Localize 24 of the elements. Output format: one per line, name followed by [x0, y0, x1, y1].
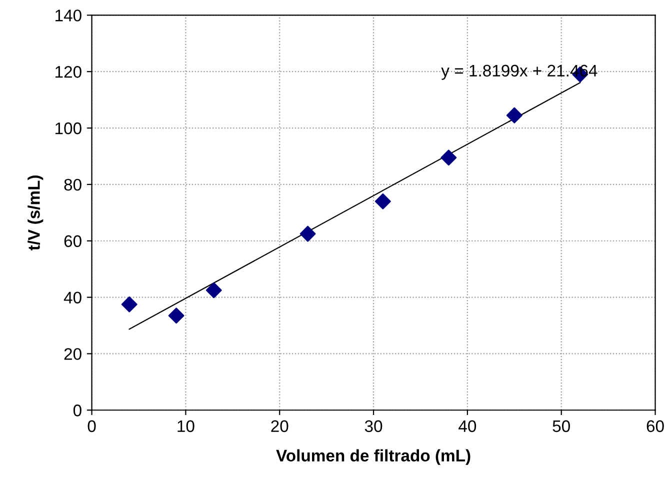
y-tick-label: 0	[73, 404, 82, 416]
point	[168, 308, 184, 324]
y-tick-label: 120	[56, 66, 82, 78]
y-tick-label: 80	[64, 178, 82, 191]
point	[121, 296, 138, 312]
y-tick-label: 140	[56, 10, 82, 22]
y-tick-label: 20	[64, 348, 82, 360]
point	[506, 107, 522, 124]
point	[440, 150, 457, 166]
y-axis-title: t/V (s/mL)	[28, 176, 44, 250]
x-axis-title: Volumen de filtrado (mL)	[276, 449, 470, 465]
x-tick-label: 60	[646, 420, 664, 432]
x-tick-label: 0	[88, 420, 96, 432]
y-tick-label: 60	[64, 235, 82, 248]
x-tick-label: 30	[364, 420, 382, 432]
x-tick-label: 40	[458, 420, 476, 432]
x-tick-label: 50	[552, 420, 570, 432]
y-tick-label: 40	[64, 292, 82, 304]
point	[374, 193, 391, 210]
point	[300, 226, 316, 242]
x-tick-label: 10	[178, 420, 194, 432]
y-tick-label: 100	[56, 122, 82, 134]
point	[206, 282, 222, 298]
x-tick-label: 20	[271, 420, 288, 432]
